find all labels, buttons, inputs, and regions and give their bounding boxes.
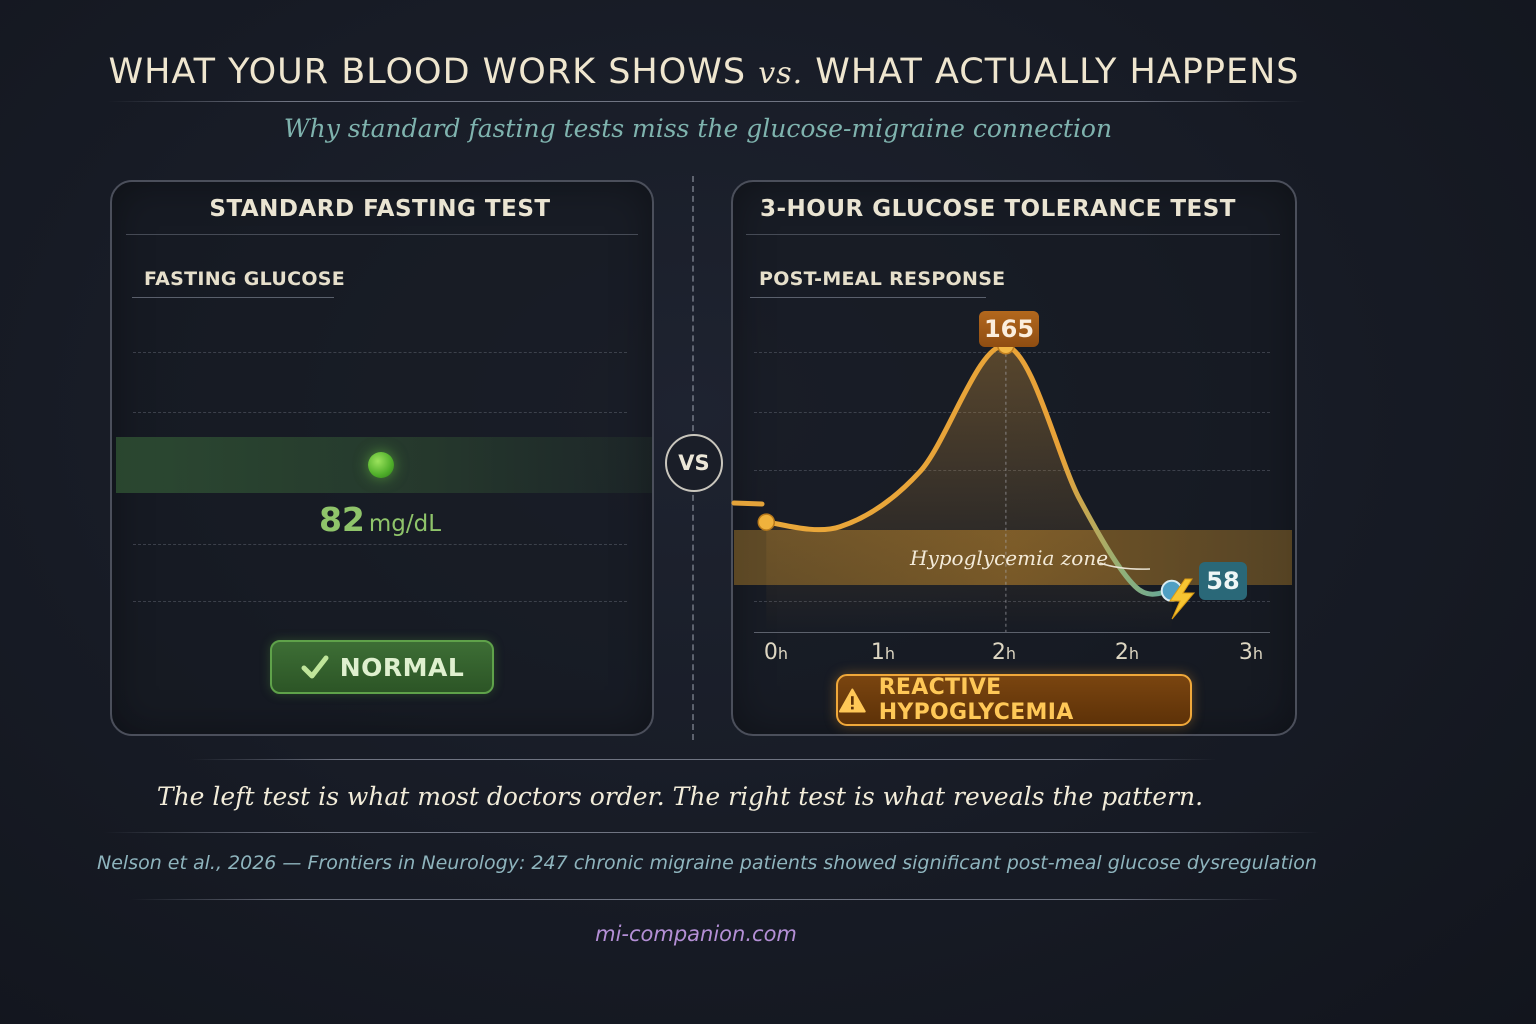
fasting-panel-title: STANDARD FASTING TEST: [209, 196, 551, 222]
x-tick-unit: h: [1005, 644, 1017, 663]
fasting-gridline: [133, 544, 627, 545]
fasting-glucose-point: [368, 452, 394, 478]
fasting-title-divider: [126, 234, 638, 235]
check-icon: [301, 655, 329, 679]
tolerance-panel-title: 3-HOUR GLUCOSE TOLERANCE TEST: [760, 196, 1236, 222]
tolerance-label-underline: [750, 297, 986, 298]
x-tick-unit: h: [777, 644, 789, 663]
hypo-label-pointer: [1099, 562, 1151, 570]
fasting-gridline: [133, 352, 627, 353]
takeaway-text: The left test is what most doctors order…: [156, 782, 1204, 811]
takeaway-top-divider: [190, 759, 1216, 760]
fasting-section-label: FASTING GLUCOSE: [144, 268, 346, 290]
fasting-value-unit: mg/dL: [368, 511, 442, 537]
title-part-2: WHAT ACTUALLY HAPPENS: [815, 52, 1300, 92]
low-value-badge: 58: [1199, 562, 1247, 600]
tolerance-x-axis: [754, 632, 1270, 633]
warning-badge-label: REACTIVE HYPOGLYCEMIA: [878, 675, 1074, 725]
page-title: WHAT YOUR BLOOD WORK SHOWS vs. WHAT ACTU…: [0, 52, 1408, 92]
website-link[interactable]: mi-companion.com: [595, 922, 797, 946]
title-divider: [108, 101, 1306, 102]
x-tick-unit: h: [1128, 644, 1140, 663]
reactive-hypoglycemia-badge: REACTIVE HYPOGLYCEMIA: [836, 674, 1192, 726]
glucose-curve-fill: [766, 345, 1172, 632]
x-tick-number: 0: [763, 640, 778, 665]
subtitle: Why standard fasting tests miss the gluc…: [283, 114, 1113, 143]
x-tick-number: 1: [870, 640, 885, 665]
x-tick-number: 2: [1114, 640, 1129, 665]
normal-status-badge: NORMAL: [270, 640, 494, 694]
x-tick-unit: h: [1252, 644, 1264, 663]
peak-value-badge: 165: [979, 311, 1039, 347]
hypoglycemia-zone-label: Hypoglycemia zone: [910, 546, 1109, 570]
fasting-gridline: [133, 412, 627, 413]
takeaway-bottom-divider: [104, 832, 1320, 833]
tolerance-section-label: POST-MEAL RESPONSE: [759, 268, 1006, 290]
title-part-1: WHAT YOUR BLOOD WORK SHOWS: [108, 52, 747, 92]
fasting-glucose-value: 82 mg/dL: [240, 500, 520, 539]
lead-in-segment: [731, 500, 765, 507]
lightning-bolt-icon: [1169, 578, 1196, 620]
vs-circle: VS: [665, 434, 723, 492]
x-tick-unit: h: [884, 644, 896, 663]
fasting-gridline: [133, 601, 627, 602]
fasting-label-underline: [132, 297, 334, 298]
start-point: [757, 513, 776, 531]
warning-triangle-icon: [838, 688, 866, 712]
tolerance-title-divider: [746, 234, 1280, 235]
x-tick-label: 0h: [764, 640, 788, 665]
citation-divider: [130, 899, 1280, 900]
x-tick-number: 3: [1238, 640, 1253, 665]
x-tick-label: 3h: [1239, 640, 1263, 665]
x-tick-number: 2: [991, 640, 1006, 665]
normal-badge-label: NORMAL: [339, 652, 465, 682]
x-tick-label: 1h: [871, 640, 895, 665]
x-tick-label: 2h: [1115, 640, 1139, 665]
citation-text: Nelson et al., 2026 — Frontiers in Neuro…: [97, 852, 1317, 874]
x-tick-label: 2h: [992, 640, 1016, 665]
fasting-value-number: 82: [318, 500, 365, 539]
title-vs-word: vs.: [758, 56, 804, 91]
